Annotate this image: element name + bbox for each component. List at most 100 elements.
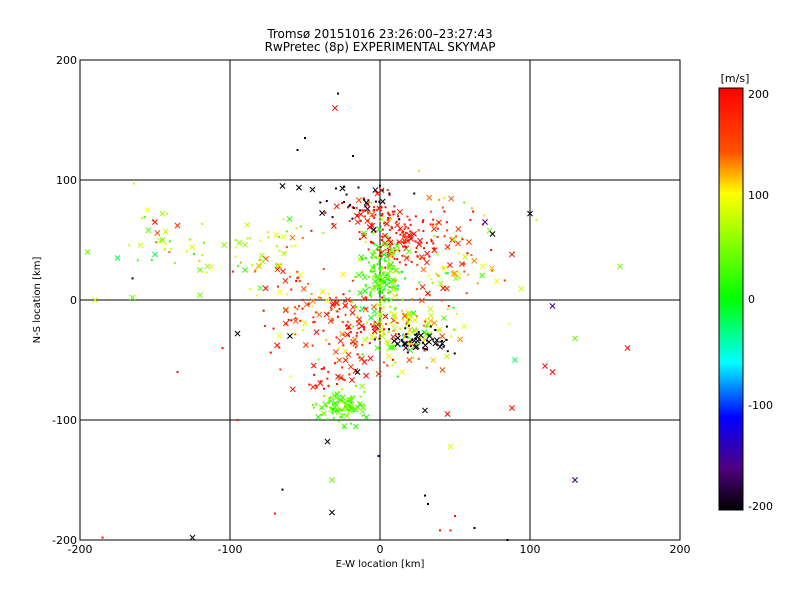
data-point-dot xyxy=(343,200,346,203)
data-point-dot xyxy=(335,409,338,412)
data-point-dot xyxy=(295,227,298,230)
data-point-dot xyxy=(404,239,407,242)
data-point-x xyxy=(360,295,367,302)
data-point-dot xyxy=(331,222,334,225)
data-point-x xyxy=(301,320,308,327)
data-point-dot xyxy=(155,241,158,244)
data-point-x xyxy=(437,343,444,350)
data-point-dot xyxy=(382,361,385,364)
data-point-x xyxy=(262,285,269,292)
data-point-x xyxy=(289,386,296,393)
data-point-dot xyxy=(248,287,251,290)
data-point-dot xyxy=(439,529,441,532)
data-point-x xyxy=(347,363,354,370)
data-point-dot xyxy=(342,413,345,416)
data-point-dot xyxy=(290,288,293,291)
data-point-dot xyxy=(286,230,289,233)
data-point-dot xyxy=(314,311,317,314)
data-point-x xyxy=(412,344,419,351)
data-point-x xyxy=(324,298,331,304)
data-point-x xyxy=(154,230,161,236)
data-point-x xyxy=(375,244,382,250)
data-point-dot xyxy=(406,239,409,242)
y-tick-label: 100 xyxy=(56,174,77,187)
data-point-x xyxy=(337,337,344,344)
data-point-dot xyxy=(419,336,422,339)
chart-title: Tromsø 20151016 23:26:00–23:27:43 xyxy=(266,27,492,41)
data-point-dot xyxy=(441,340,444,343)
data-point-dot xyxy=(385,274,388,277)
data-point-dot xyxy=(373,275,376,278)
data-point-x xyxy=(319,210,326,216)
data-point-dot xyxy=(399,233,402,236)
data-point-dot xyxy=(279,368,282,371)
data-point-dot xyxy=(276,285,279,288)
data-point-dot xyxy=(380,239,383,242)
data-point-x xyxy=(420,266,427,273)
data-point-x xyxy=(276,262,282,269)
data-point-dot xyxy=(400,270,403,273)
data-point-dot xyxy=(390,298,393,301)
data-point-dot xyxy=(236,419,239,421)
data-point-dot xyxy=(363,328,366,331)
data-point-dot xyxy=(376,263,379,266)
data-point-dot xyxy=(313,320,316,323)
data-point-x xyxy=(280,233,287,240)
data-point-x xyxy=(363,372,370,379)
data-point-dot xyxy=(403,277,406,280)
data-point-dot xyxy=(330,309,333,312)
data-point-dot xyxy=(369,270,372,273)
data-point-dot xyxy=(348,290,351,293)
data-point-dot xyxy=(401,339,404,342)
data-point-dot xyxy=(535,218,538,221)
data-point-x xyxy=(394,340,401,347)
data-point-x xyxy=(333,203,340,210)
data-point-dot xyxy=(412,330,415,333)
data-point-x xyxy=(376,312,383,319)
data-point-dot xyxy=(374,213,377,216)
y-axis-ticks: -200 -100 0 100 200 xyxy=(52,54,77,547)
data-point-dot xyxy=(410,260,413,263)
data-point-dot xyxy=(307,303,310,306)
data-point-dot xyxy=(337,407,340,410)
data-point-x xyxy=(313,329,320,336)
data-point-dot xyxy=(362,273,365,276)
data-point-dot xyxy=(320,413,323,416)
data-point-x xyxy=(361,359,368,365)
data-point-dot xyxy=(336,310,339,313)
data-point-x xyxy=(242,267,248,273)
data-point-x xyxy=(479,263,486,270)
data-point-dot xyxy=(346,206,349,209)
data-point-dot xyxy=(457,271,460,274)
data-point-x xyxy=(159,210,166,217)
data-point-x xyxy=(461,323,468,330)
data-point-dot xyxy=(296,149,299,151)
data-point-dot xyxy=(373,322,376,325)
data-point-x xyxy=(364,218,371,224)
data-point-dot xyxy=(407,322,410,325)
data-point-dot xyxy=(258,259,261,262)
data-point-dot xyxy=(368,286,371,289)
data-point-dot xyxy=(354,308,357,311)
data-point-dot xyxy=(295,279,298,282)
data-point-dot xyxy=(422,324,425,327)
data-point-dot xyxy=(346,400,349,403)
data-point-dot xyxy=(398,249,401,252)
data-point-dot xyxy=(350,401,353,404)
data-point-dot xyxy=(344,324,347,327)
data-point-dot xyxy=(345,193,348,196)
data-point-dot xyxy=(388,258,391,261)
data-point-x xyxy=(367,355,374,362)
data-point-dot xyxy=(296,270,299,273)
data-point-dot xyxy=(341,388,344,391)
data-point-dot xyxy=(246,237,249,240)
data-point-dot xyxy=(307,282,310,285)
data-point-x xyxy=(437,280,444,287)
data-point-dot xyxy=(407,320,410,323)
data-point-x xyxy=(466,239,472,245)
data-point-x xyxy=(383,220,390,227)
data-point-x xyxy=(440,285,447,292)
data-point-dot xyxy=(423,349,426,352)
data-point-dot xyxy=(381,212,384,215)
data-point-dot xyxy=(327,292,330,295)
